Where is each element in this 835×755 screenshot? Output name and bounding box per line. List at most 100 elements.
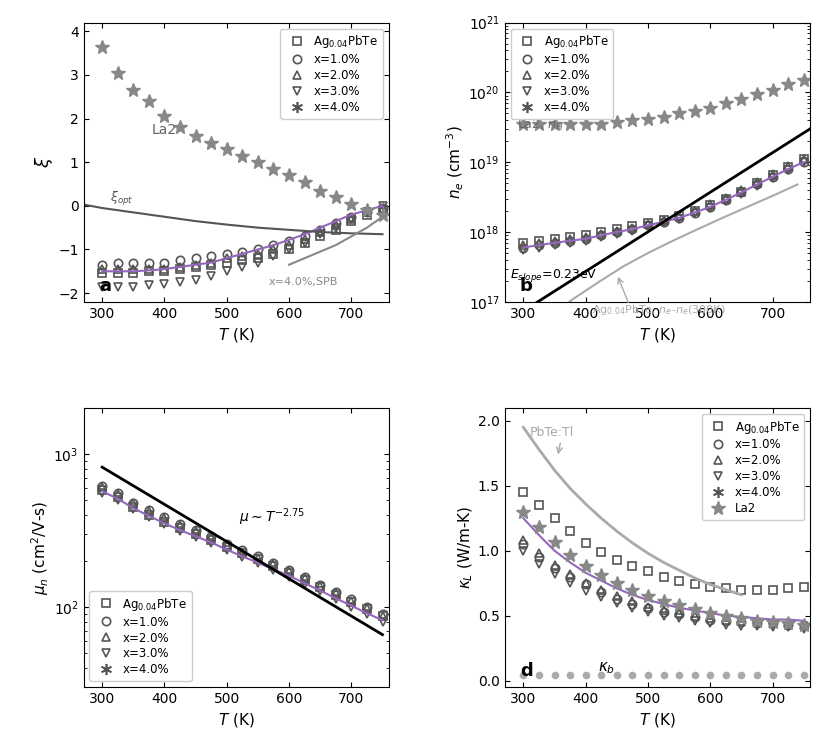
x=1.0%: [534, 553, 544, 562]
La2: [519, 507, 529, 516]
Line: x=2.0%: x=2.0%: [519, 536, 808, 629]
x=2.0%: [706, 614, 716, 623]
x=2.0%: [627, 596, 637, 606]
X-axis label: $T$ (K): $T$ (K): [639, 711, 676, 729]
Legend: Ag$_{0.04}$PbTe, x=1.0%, x=2.0%, x=3.0%, x=4.0%: Ag$_{0.04}$PbTe, x=1.0%, x=2.0%, x=3.0%,…: [281, 29, 382, 119]
X-axis label: $T$ (K): $T$ (K): [218, 711, 255, 729]
x=1.0%: [767, 619, 777, 628]
La2: [659, 596, 669, 606]
La2: [643, 592, 653, 601]
x=3.0%: [736, 621, 746, 630]
x=2.0%: [674, 609, 684, 618]
Text: La2: La2: [152, 123, 177, 137]
X-axis label: $T$ (K): $T$ (K): [639, 326, 676, 344]
x=4.0%: [752, 614, 762, 623]
Y-axis label: $n_e$ (cm$^{-3}$): $n_e$ (cm$^{-3}$): [444, 125, 466, 199]
x=1.0%: [627, 599, 637, 609]
x=3.0%: [767, 623, 777, 632]
x=2.0%: [659, 606, 669, 615]
La2: [690, 605, 700, 614]
x=4.0%: [799, 616, 809, 625]
x=3.0%: [690, 616, 700, 625]
Ag$_{0.04}$PbTe: [674, 576, 684, 585]
x=4.0%: [643, 596, 653, 605]
x=1.0%: [519, 540, 529, 549]
x=2.0%: [549, 560, 559, 569]
x=2.0%: [752, 618, 762, 627]
x=4.0%: [627, 590, 637, 599]
x=1.0%: [799, 620, 809, 629]
x=1.0%: [706, 615, 716, 624]
La2: [674, 601, 684, 610]
Legend: Ag$_{0.04}$PbTe, x=1.0%, x=2.0%, x=3.0%, x=4.0%: Ag$_{0.04}$PbTe, x=1.0%, x=2.0%, x=3.0%,…: [511, 29, 613, 119]
x=3.0%: [721, 620, 731, 629]
x=1.0%: [612, 594, 622, 603]
La2: [752, 616, 762, 625]
x=1.0%: [565, 572, 575, 581]
Text: La2, $n_H$: La2, $n_H$: [517, 118, 564, 133]
x=3.0%: [659, 611, 669, 620]
x=4.0%: [783, 615, 793, 624]
La2: [721, 611, 731, 620]
x=1.0%: [752, 619, 762, 628]
x=2.0%: [783, 619, 793, 628]
Text: b: b: [520, 276, 533, 294]
Ag$_{0.04}$PbTe: [799, 583, 809, 592]
La2: [627, 585, 637, 594]
x=4.0%: [333, 676, 343, 685]
Line: La2: La2: [517, 505, 811, 632]
La2: [534, 522, 544, 532]
Text: x=4.0%,SPB: x=4.0%,SPB: [269, 277, 338, 287]
x=1.0%: [596, 587, 606, 596]
x=3.0%: [549, 569, 559, 578]
La2: [706, 609, 716, 618]
x=2.0%: [736, 616, 746, 625]
x=2.0%: [643, 602, 653, 611]
La2: [736, 614, 746, 623]
x=4.0%: [612, 584, 622, 593]
x=4.0%: [580, 569, 590, 578]
Ag$_{0.04}$PbTe: [534, 501, 544, 510]
La2: [783, 619, 793, 628]
x=4.0%: [519, 513, 529, 522]
Text: d: d: [520, 662, 533, 680]
Ag$_{0.04}$PbTe: [627, 562, 637, 571]
Legend: Ag$_{0.04}$PbTe, x=1.0%, x=2.0%, x=3.0%, x=4.0%, La2: Ag$_{0.04}$PbTe, x=1.0%, x=2.0%, x=3.0%,…: [701, 414, 804, 520]
x=2.0%: [565, 569, 575, 578]
x=4.0%: [332, 416, 342, 425]
x=1.0%: [721, 616, 731, 625]
x=4.0%: [721, 611, 731, 620]
Y-axis label: $\xi$: $\xi$: [33, 156, 55, 168]
x=4.0%: [736, 612, 746, 621]
Text: c: c: [99, 662, 109, 680]
x=2.0%: [721, 615, 731, 624]
x=2.0%: [534, 549, 544, 558]
La2: [612, 578, 622, 587]
Text: a: a: [99, 276, 111, 294]
x=1.0%: [690, 612, 700, 621]
La2: [596, 571, 606, 580]
x=3.0%: [674, 614, 684, 623]
x=4.0%: [565, 558, 575, 567]
Ag$_{0.04}$PbTe: [565, 527, 575, 536]
Line: x=4.0%: x=4.0%: [337, 0, 338, 680]
Text: $\xi_{opt}$: $\xi_{opt}$: [109, 190, 134, 208]
Ag$_{0.04}$PbTe: [596, 547, 606, 556]
Ag$_{0.04}$PbTe: [752, 585, 762, 594]
Line: Ag$_{0.04}$PbTe: Ag$_{0.04}$PbTe: [519, 488, 808, 594]
x=4.0%: [690, 606, 700, 615]
Ag$_{0.04}$PbTe: [580, 538, 590, 547]
La2: [565, 550, 575, 559]
x=4.0%: [706, 609, 716, 618]
Ag$_{0.04}$PbTe: [721, 584, 731, 593]
x=4.0%: [534, 531, 544, 540]
Ag$_{0.04}$PbTe: [783, 584, 793, 593]
x=2.0%: [767, 619, 777, 628]
Line: x=3.0%: x=3.0%: [519, 547, 808, 633]
x=1.0%: [674, 610, 684, 619]
Text: PbTe:Tl: PbTe:Tl: [529, 427, 574, 439]
Ag$_{0.04}$PbTe: [736, 585, 746, 594]
x=2.0%: [596, 585, 606, 594]
Ag$_{0.04}$PbTe: [659, 572, 669, 581]
x=4.0%: [596, 576, 606, 585]
